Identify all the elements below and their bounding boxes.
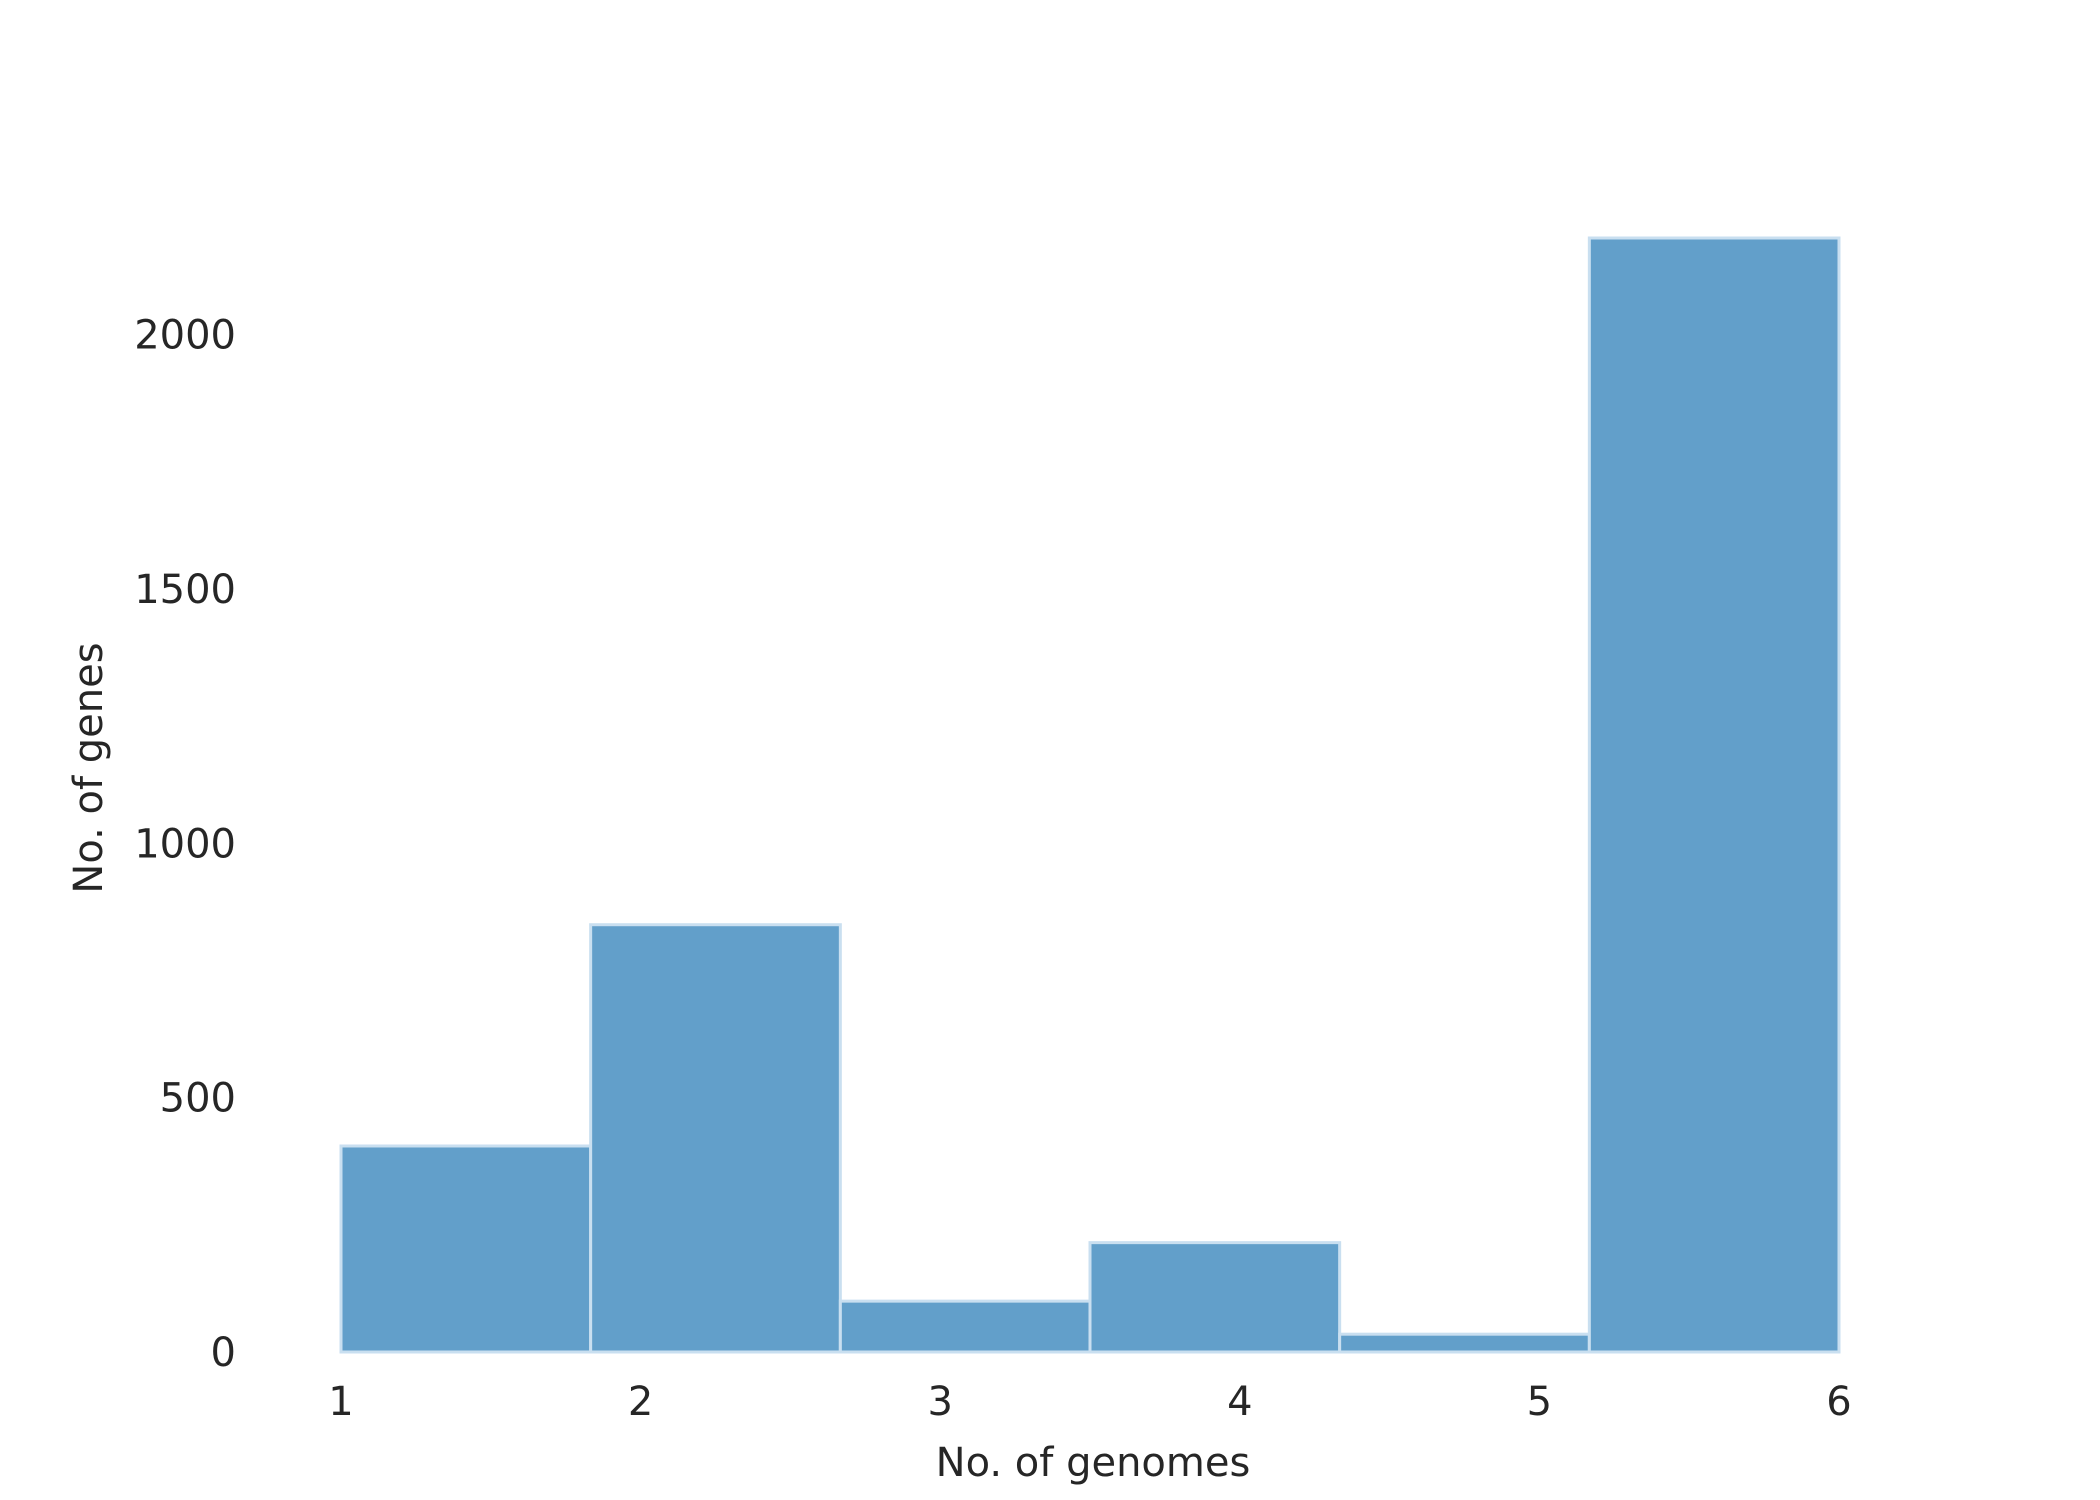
histogram-bar-5 — [1338, 1332, 1591, 1354]
x-tick-label-4: 4 — [1227, 1379, 1252, 1425]
histogram-bar-4 — [1088, 1241, 1342, 1354]
bars-layer — [339, 236, 1841, 1354]
y-tick-label-2000: 2000 — [134, 313, 236, 359]
x-axis-label: No. of genomes — [936, 1440, 1251, 1486]
y-axis-label: No. of genes — [66, 642, 112, 893]
x-tick-labels: 1 2 3 4 5 6 — [328, 1379, 1851, 1425]
y-tick-label-1000: 1000 — [134, 821, 236, 867]
y-tick-label-1500: 1500 — [134, 567, 236, 613]
y-tick-label-0: 0 — [211, 1330, 236, 1376]
x-tick-label-5: 5 — [1527, 1379, 1552, 1425]
x-tick-label-3: 3 — [927, 1379, 952, 1425]
y-tick-label-500: 500 — [160, 1076, 236, 1122]
histogram-bar-6 — [1587, 236, 1841, 1354]
x-tick-label-1: 1 — [328, 1379, 353, 1425]
histogram-bar-2 — [589, 923, 842, 1354]
y-tick-labels: 0 500 1000 1500 2000 — [134, 313, 236, 1376]
x-tick-label-6: 6 — [1826, 1379, 1851, 1425]
histogram-bar-1 — [339, 1144, 593, 1354]
histogram-bar-3 — [838, 1299, 1092, 1354]
x-tick-label-2: 2 — [628, 1379, 653, 1425]
